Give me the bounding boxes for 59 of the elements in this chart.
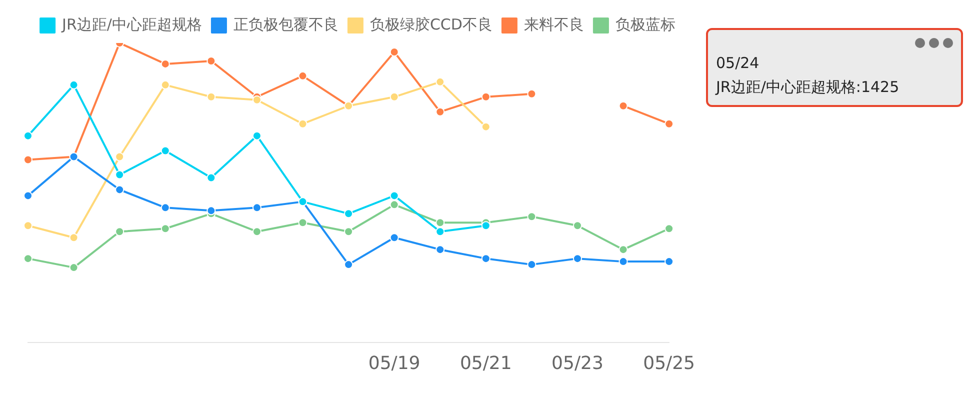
legend-label: 正负极包覆不良 <box>233 15 338 34</box>
point <box>252 203 262 212</box>
x-tick-label: 05/23 <box>552 352 604 374</box>
point <box>664 224 674 234</box>
point <box>115 152 124 162</box>
point <box>572 254 582 264</box>
point <box>344 227 354 236</box>
point <box>344 209 354 218</box>
point <box>69 233 78 242</box>
point <box>24 191 32 200</box>
x-tick-label: 05/25 <box>643 352 695 374</box>
point <box>298 71 308 80</box>
point <box>390 233 399 242</box>
point <box>206 173 216 182</box>
point <box>298 218 308 228</box>
point <box>115 170 124 180</box>
point <box>160 146 170 156</box>
point <box>24 254 32 264</box>
point <box>206 92 216 102</box>
point <box>481 92 490 102</box>
point <box>481 254 490 264</box>
point <box>390 191 399 200</box>
point <box>436 107 445 116</box>
point <box>481 221 490 230</box>
point <box>436 245 445 254</box>
point <box>206 206 216 216</box>
point <box>390 200 399 210</box>
point <box>436 77 445 86</box>
point <box>160 203 170 212</box>
x-tick-label: 05/21 <box>460 352 512 374</box>
point <box>436 218 445 228</box>
point <box>481 122 490 132</box>
legend-label: 负极绿胶CCD不良 <box>370 15 492 34</box>
x-tick-label: 05/19 <box>368 352 420 374</box>
text: 05/24 <box>716 54 760 72</box>
point <box>24 131 32 140</box>
point <box>160 224 170 234</box>
point <box>390 92 399 102</box>
point <box>664 119 674 128</box>
point <box>436 227 445 236</box>
legend-label: 来料不良 <box>524 15 584 34</box>
point <box>160 80 170 90</box>
point <box>572 221 582 230</box>
point <box>298 119 308 128</box>
point <box>115 227 124 236</box>
point <box>252 95 262 104</box>
point <box>618 101 628 110</box>
text: JR边距/中心距超规格:1425 <box>716 78 900 97</box>
point <box>252 131 262 140</box>
legend-label: 负极蓝标 <box>615 15 676 34</box>
point <box>24 221 32 230</box>
point <box>69 80 78 90</box>
legend-label: JR边距/中心距超规格 <box>61 15 202 34</box>
point <box>618 245 628 254</box>
point <box>527 212 536 222</box>
point <box>252 227 262 236</box>
point <box>24 155 32 164</box>
point <box>527 89 536 98</box>
point <box>115 185 124 194</box>
